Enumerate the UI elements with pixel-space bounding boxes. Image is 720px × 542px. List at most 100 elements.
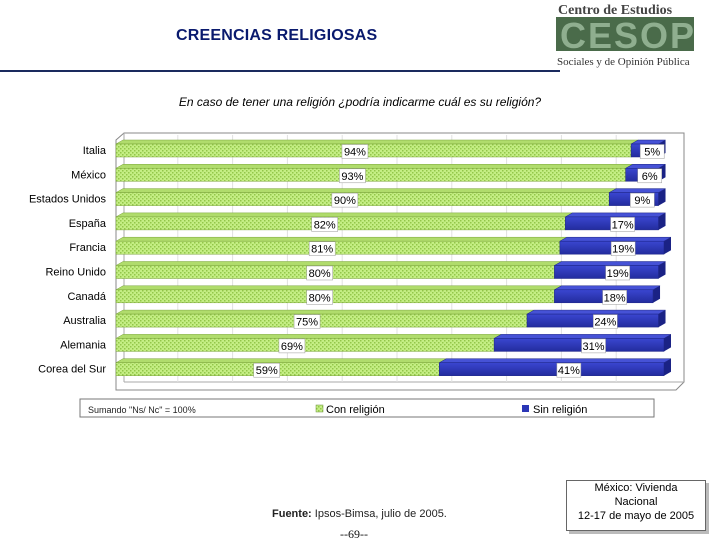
value-label-sin-religion: 41%: [558, 365, 580, 377]
value-label-con-religion: 80%: [309, 268, 331, 280]
bar-side-sin-religion: [653, 285, 661, 303]
bar-side-sin-religion: [664, 237, 671, 255]
page-number: --69--: [340, 527, 368, 541]
value-label-box-sin-religion: [581, 338, 606, 354]
value-label-sin-religion: 9%: [634, 195, 650, 207]
category-label: España: [69, 218, 107, 230]
bar-top-con-religion: [115, 139, 640, 145]
category-label: Corea del Sur: [38, 364, 106, 376]
bar-top-sin-religion: [553, 261, 667, 266]
bar-top-con-religion: [115, 285, 563, 291]
bar-con-religion: [115, 216, 566, 231]
bar-top-sin-religion: [526, 309, 667, 315]
bar-con-religion: [115, 143, 632, 158]
bar-top-sin-religion: [558, 236, 672, 242]
value-label-sin-religion: 18%: [604, 292, 626, 304]
value-label-box-con-religion: [311, 217, 338, 232]
value-label-con-religion: 59%: [256, 365, 278, 377]
bar-top-con-religion: [115, 358, 448, 363]
value-label-box-sin-religion: [639, 144, 665, 159]
value-label-sin-religion: 19%: [612, 244, 634, 256]
category-label: Canadá: [67, 291, 106, 303]
value-label-con-religion: 94%: [344, 147, 366, 159]
value-label-con-religion: 90%: [334, 195, 356, 207]
bar-sin-religion: [493, 338, 665, 352]
bar-con-religion: [115, 265, 555, 279]
bar-top-con-religion: [115, 188, 618, 193]
info-line2: Nacional: [614, 496, 658, 508]
info-line1: México: Vivienda: [594, 482, 678, 494]
page-title: CREENCIAS RELIGIOSAS: [176, 27, 378, 44]
bar-top-sin-religion: [438, 358, 672, 363]
value-label-box-sin-religion: [630, 192, 655, 208]
bar-side-sin-religion: [658, 310, 666, 328]
bar-side-sin-religion: [664, 358, 671, 376]
survey-question: En caso de tener una religión ¿podría in…: [178, 95, 542, 109]
category-label: Alemania: [60, 339, 107, 351]
value-label-box-sin-religion: [593, 314, 618, 329]
logo-big: CESOP: [560, 15, 696, 56]
value-label-con-religion: 82%: [314, 219, 336, 231]
value-label-box-con-religion: [253, 362, 280, 378]
cesop-logo: Centro de Estudios CESOP Sociales y de O…: [556, 3, 696, 68]
value-label-box-con-religion: [341, 144, 369, 159]
value-label-box-con-religion: [308, 241, 336, 256]
value-label-sin-religion: 17%: [612, 219, 634, 231]
value-label-box-sin-religion: [556, 362, 582, 378]
category-label: Italia: [83, 145, 107, 157]
mexico-info-box: México: Vivienda Nacional 12-17 de mayo …: [566, 480, 706, 531]
value-label-sin-religion: 19%: [607, 268, 629, 280]
bar-con-religion: [115, 168, 626, 182]
header-divider: [0, 70, 560, 72]
value-label-box-con-religion: [293, 314, 321, 329]
legend-swatch-con-religion: [315, 404, 324, 413]
bar-con-religion: [115, 192, 610, 206]
bar-side-sin-religion: [664, 334, 671, 352]
value-label-box-sin-religion: [602, 290, 627, 305]
category-label: Australia: [63, 315, 107, 327]
value-label-con-religion: 81%: [311, 244, 333, 256]
value-label-box-con-religion: [278, 338, 306, 354]
category-label: México: [71, 169, 106, 181]
value-label-sin-religion: 24%: [594, 317, 616, 329]
value-label-sin-religion: 6%: [642, 171, 658, 183]
value-label-con-religion: 69%: [281, 341, 303, 353]
value-label-box-con-religion: [339, 168, 366, 184]
source-label: Fuente:: [272, 508, 312, 520]
legend-box: [79, 398, 655, 418]
bar-top-con-religion: [115, 212, 574, 218]
value-label-box-con-religion: [306, 265, 333, 281]
category-label: Francia: [69, 242, 107, 254]
value-label-box-sin-religion: [610, 241, 636, 256]
logo-line2: Sociales y de Opinión Pública: [557, 56, 690, 68]
value-label-box-sin-religion: [637, 168, 662, 184]
value-label-con-religion: 75%: [296, 317, 318, 329]
legend-label-con-religion: Con religión: [326, 404, 385, 416]
value-label-con-religion: 93%: [341, 171, 363, 183]
bar-top-con-religion: [115, 309, 535, 315]
bar-con-religion: [115, 240, 561, 255]
value-label-sin-religion: 31%: [583, 341, 605, 353]
bar-top-sin-religion: [608, 188, 667, 193]
value-label-sin-religion: 5%: [644, 147, 660, 159]
bar-top-con-religion: [115, 164, 634, 169]
value-label-box-con-religion: [306, 290, 333, 305]
bar-sin-religion: [439, 362, 665, 376]
bar-top-sin-religion: [553, 285, 661, 291]
bar-side-sin-religion: [658, 212, 666, 230]
value-label-box-sin-religion: [610, 217, 635, 232]
category-label: Estados Unidos: [29, 194, 107, 206]
value-label-con-religion: 80%: [309, 292, 331, 304]
bar-con-religion: [115, 313, 528, 328]
bar-sin-religion: [526, 313, 659, 328]
bar-side-sin-religion: [658, 261, 666, 279]
bar-con-religion: [115, 289, 555, 304]
bar-side-sin-religion: [658, 188, 666, 206]
logo-line1: Centro de Estudios: [558, 3, 673, 18]
category-label: Reino Unido: [45, 267, 106, 279]
sum-note: Sumando "Ns/ Nc" = 100%: [88, 405, 196, 415]
value-label-box-con-religion: [331, 192, 359, 208]
info-line3: 12-17 de mayo de 2005: [577, 510, 695, 522]
bar-top-con-religion: [115, 236, 568, 242]
